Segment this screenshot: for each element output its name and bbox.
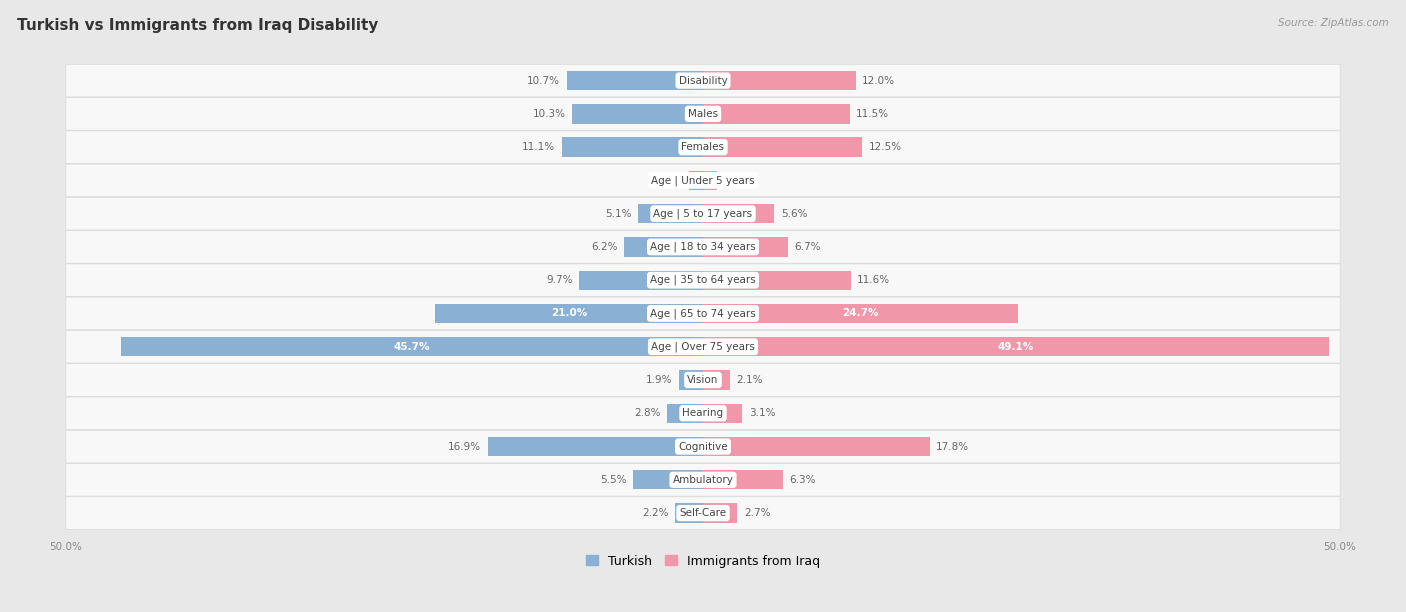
Bar [689, 171, 703, 190]
Text: 12.0%: 12.0% [862, 76, 896, 86]
Text: Hearing: Hearing [682, 408, 724, 418]
Text: 24.7%: 24.7% [842, 308, 879, 318]
Text: Self-Care: Self-Care [679, 508, 727, 518]
Text: Females: Females [682, 142, 724, 152]
Text: 11.6%: 11.6% [858, 275, 890, 285]
Text: Age | 5 to 17 years: Age | 5 to 17 years [654, 209, 752, 219]
FancyBboxPatch shape [66, 264, 1340, 296]
Bar [579, 271, 703, 290]
Bar [703, 370, 730, 390]
Bar [703, 237, 789, 256]
Text: 5.5%: 5.5% [600, 475, 627, 485]
Text: Age | 18 to 34 years: Age | 18 to 34 years [650, 242, 756, 252]
Text: 11.1%: 11.1% [522, 142, 555, 152]
Bar [703, 271, 851, 290]
Text: 11.5%: 11.5% [856, 109, 889, 119]
Text: 10.7%: 10.7% [527, 76, 561, 86]
Bar [703, 337, 1329, 356]
Text: 3.1%: 3.1% [749, 408, 775, 418]
Text: 12.5%: 12.5% [869, 142, 901, 152]
Bar [679, 370, 703, 390]
Text: Cognitive: Cognitive [678, 441, 728, 452]
Text: 6.3%: 6.3% [790, 475, 815, 485]
Text: 1.1%: 1.1% [723, 176, 749, 185]
Text: Males: Males [688, 109, 718, 119]
Bar [703, 304, 1018, 323]
Bar [675, 504, 703, 523]
FancyBboxPatch shape [66, 463, 1340, 496]
Text: Vision: Vision [688, 375, 718, 385]
Bar [703, 404, 742, 423]
Text: 49.1%: 49.1% [998, 341, 1033, 352]
Text: 21.0%: 21.0% [551, 308, 588, 318]
FancyBboxPatch shape [66, 231, 1340, 263]
Bar [436, 304, 703, 323]
Bar [703, 71, 856, 90]
Bar [703, 504, 737, 523]
FancyBboxPatch shape [66, 397, 1340, 430]
Text: 16.9%: 16.9% [449, 441, 481, 452]
Bar [703, 204, 775, 223]
FancyBboxPatch shape [66, 97, 1340, 130]
Text: Disability: Disability [679, 76, 727, 86]
Text: 6.7%: 6.7% [794, 242, 821, 252]
Bar [668, 404, 703, 423]
Text: 17.8%: 17.8% [936, 441, 969, 452]
FancyBboxPatch shape [66, 131, 1340, 163]
Bar [624, 237, 703, 256]
Text: Ambulatory: Ambulatory [672, 475, 734, 485]
FancyBboxPatch shape [66, 64, 1340, 97]
Text: 2.1%: 2.1% [737, 375, 762, 385]
Text: Source: ZipAtlas.com: Source: ZipAtlas.com [1278, 18, 1389, 28]
Text: 1.9%: 1.9% [645, 375, 672, 385]
Bar [703, 171, 717, 190]
Bar [121, 337, 703, 356]
FancyBboxPatch shape [66, 164, 1340, 196]
Text: 45.7%: 45.7% [394, 341, 430, 352]
Text: Age | 35 to 64 years: Age | 35 to 64 years [650, 275, 756, 285]
Text: 9.7%: 9.7% [547, 275, 574, 285]
Text: 6.2%: 6.2% [591, 242, 617, 252]
Legend: Turkish, Immigrants from Iraq: Turkish, Immigrants from Iraq [581, 550, 825, 573]
Text: Age | 65 to 74 years: Age | 65 to 74 years [650, 308, 756, 319]
Text: Age | Over 75 years: Age | Over 75 years [651, 341, 755, 352]
Text: 2.2%: 2.2% [643, 508, 669, 518]
Text: 2.7%: 2.7% [744, 508, 770, 518]
FancyBboxPatch shape [66, 297, 1340, 330]
Text: 5.6%: 5.6% [780, 209, 807, 218]
FancyBboxPatch shape [66, 364, 1340, 397]
Text: 5.1%: 5.1% [605, 209, 631, 218]
Bar [703, 104, 849, 124]
Text: 10.3%: 10.3% [533, 109, 565, 119]
Text: 1.1%: 1.1% [657, 176, 683, 185]
Bar [703, 138, 862, 157]
Bar [703, 437, 929, 456]
Bar [488, 437, 703, 456]
Bar [633, 470, 703, 490]
Bar [567, 71, 703, 90]
Text: Turkish vs Immigrants from Iraq Disability: Turkish vs Immigrants from Iraq Disabili… [17, 18, 378, 34]
Bar [572, 104, 703, 124]
Bar [703, 470, 783, 490]
Text: Age | Under 5 years: Age | Under 5 years [651, 175, 755, 185]
Text: 2.8%: 2.8% [634, 408, 661, 418]
Bar [561, 138, 703, 157]
FancyBboxPatch shape [66, 497, 1340, 529]
FancyBboxPatch shape [66, 430, 1340, 463]
Bar [638, 204, 703, 223]
FancyBboxPatch shape [66, 197, 1340, 230]
FancyBboxPatch shape [66, 330, 1340, 363]
